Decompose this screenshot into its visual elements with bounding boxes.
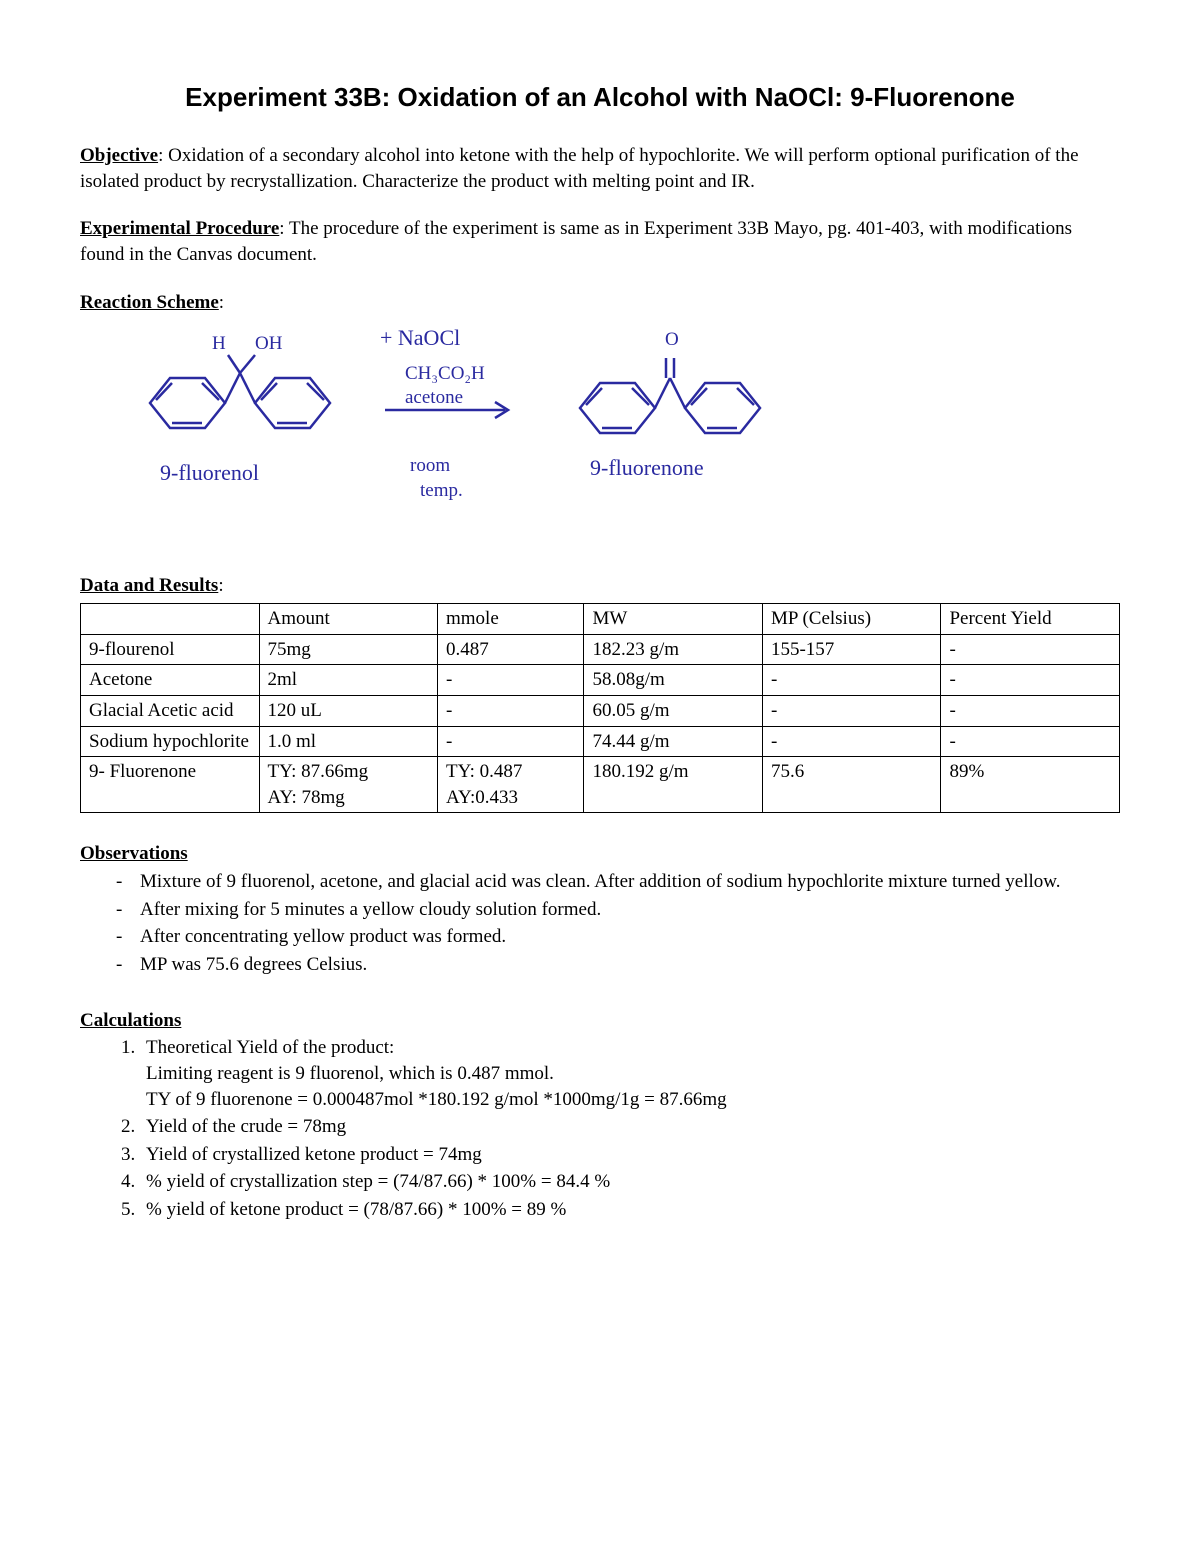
objective-paragraph: Objective: Oxidation of a secondary alco… bbox=[80, 143, 1120, 194]
table-row: 9- Fluorenone TY: 87.66mgAY: 78mg TY: 0.… bbox=[81, 757, 1120, 813]
table-cell: 2ml bbox=[259, 665, 438, 696]
table-cell: 75.6 bbox=[762, 757, 941, 813]
fluorenone-o-label: O bbox=[665, 327, 679, 353]
table-cell: - bbox=[941, 695, 1120, 726]
fluorenone-name-label: 9-fluorenone bbox=[590, 453, 704, 483]
table-cell: 9-flourenol bbox=[81, 634, 260, 665]
cond-acetone-label: acetone bbox=[405, 385, 463, 411]
table-header-row: Amount mmole MW MP (Celsius) Percent Yie… bbox=[81, 603, 1120, 634]
calculations-heading: Calculations bbox=[80, 1008, 1120, 1034]
list-item: % yield of ketone product = (78/87.66) *… bbox=[140, 1197, 1120, 1223]
table-cell: 60.05 g/m bbox=[584, 695, 763, 726]
table-cell: - bbox=[762, 665, 941, 696]
data-heading: Data and Results: bbox=[80, 573, 1120, 599]
observations-list: Mixture of 9 fluorenol, acetone, and gla… bbox=[80, 869, 1120, 978]
list-item: MP was 75.6 degrees Celsius. bbox=[140, 952, 1120, 978]
table-cell: 155-157 bbox=[762, 634, 941, 665]
table-cell: 0.487 bbox=[438, 634, 584, 665]
table-header bbox=[81, 603, 260, 634]
observations-label: Observations bbox=[80, 843, 188, 864]
scheme-heading: Reaction Scheme: bbox=[80, 290, 1120, 316]
cond-temp-label: temp. bbox=[420, 478, 463, 504]
table-cell: - bbox=[438, 726, 584, 757]
table-cell: Acetone bbox=[81, 665, 260, 696]
procedure-paragraph: Experimental Procedure: The procedure of… bbox=[80, 216, 1120, 267]
table-cell: 180.192 g/m bbox=[584, 757, 763, 813]
reaction-scheme: H OH 9-fluorenol + NaOCl CH₃CO₂H acetone… bbox=[120, 323, 1120, 543]
table-row: Sodium hypochlorite 1.0 ml - 74.44 g/m -… bbox=[81, 726, 1120, 757]
table-cell: 120 uL bbox=[259, 695, 438, 726]
list-item: Mixture of 9 fluorenol, acetone, and gla… bbox=[140, 869, 1120, 895]
table-cell: - bbox=[438, 665, 584, 696]
list-item: After concentrating yellow product was f… bbox=[140, 924, 1120, 950]
table-cell: 9- Fluorenone bbox=[81, 757, 260, 813]
data-table: Amount mmole MW MP (Celsius) Percent Yie… bbox=[80, 603, 1120, 813]
reagent-naocl-label: + NaOCl bbox=[380, 323, 460, 353]
table-cell: TY: 0.487AY:0.433 bbox=[438, 757, 584, 813]
observations-heading: Observations bbox=[80, 841, 1120, 867]
calculations-label: Calculations bbox=[80, 1010, 181, 1031]
page-title: Experiment 33B: Oxidation of an Alcohol … bbox=[80, 80, 1120, 115]
table-header: Amount bbox=[259, 603, 438, 634]
list-item: After mixing for 5 minutes a yellow clou… bbox=[140, 897, 1120, 923]
table-cell: 74.44 g/m bbox=[584, 726, 763, 757]
table-cell: - bbox=[762, 695, 941, 726]
objective-label: Objective bbox=[80, 145, 158, 166]
cond-room-label: room bbox=[410, 453, 450, 479]
list-item: Yield of crystallized ketone product = 7… bbox=[140, 1142, 1120, 1168]
table-cell: - bbox=[941, 634, 1120, 665]
fluorenol-oh-label: OH bbox=[255, 331, 282, 357]
list-item: % yield of crystallization step = (74/87… bbox=[140, 1169, 1120, 1195]
procedure-label: Experimental Procedure bbox=[80, 218, 279, 239]
table-cell: 58.08g/m bbox=[584, 665, 763, 696]
objective-text: : Oxidation of a secondary alcohol into … bbox=[80, 145, 1079, 192]
table-header: MW bbox=[584, 603, 763, 634]
calculations-list: Theoretical Yield of the product:Limitin… bbox=[80, 1035, 1120, 1222]
table-row: 9-flourenol 75mg 0.487 182.23 g/m 155-15… bbox=[81, 634, 1120, 665]
table-cell: - bbox=[762, 726, 941, 757]
table-cell: Sodium hypochlorite bbox=[81, 726, 260, 757]
cond-acid-label: CH₃CO₂H bbox=[405, 361, 485, 387]
table-header: mmole bbox=[438, 603, 584, 634]
table-cell: 75mg bbox=[259, 634, 438, 665]
scheme-label: Reaction Scheme bbox=[80, 292, 219, 313]
table-cell: - bbox=[941, 726, 1120, 757]
table-cell: 1.0 ml bbox=[259, 726, 438, 757]
fluorenol-name-label: 9-fluorenol bbox=[160, 458, 259, 488]
table-header: MP (Celsius) bbox=[762, 603, 941, 634]
table-cell: - bbox=[941, 665, 1120, 696]
table-cell: 182.23 g/m bbox=[584, 634, 763, 665]
table-row: Glacial Acetic acid 120 uL - 60.05 g/m -… bbox=[81, 695, 1120, 726]
table-header: Percent Yield bbox=[941, 603, 1120, 634]
list-item: Yield of the crude = 78mg bbox=[140, 1114, 1120, 1140]
table-cell: - bbox=[438, 695, 584, 726]
table-cell: 89% bbox=[941, 757, 1120, 813]
fluorenol-h-label: H bbox=[212, 331, 226, 357]
table-row: Acetone 2ml - 58.08g/m - - bbox=[81, 665, 1120, 696]
list-item: Theoretical Yield of the product:Limitin… bbox=[140, 1035, 1120, 1112]
table-cell: Glacial Acetic acid bbox=[81, 695, 260, 726]
data-label: Data and Results bbox=[80, 575, 218, 596]
table-cell: TY: 87.66mgAY: 78mg bbox=[259, 757, 438, 813]
